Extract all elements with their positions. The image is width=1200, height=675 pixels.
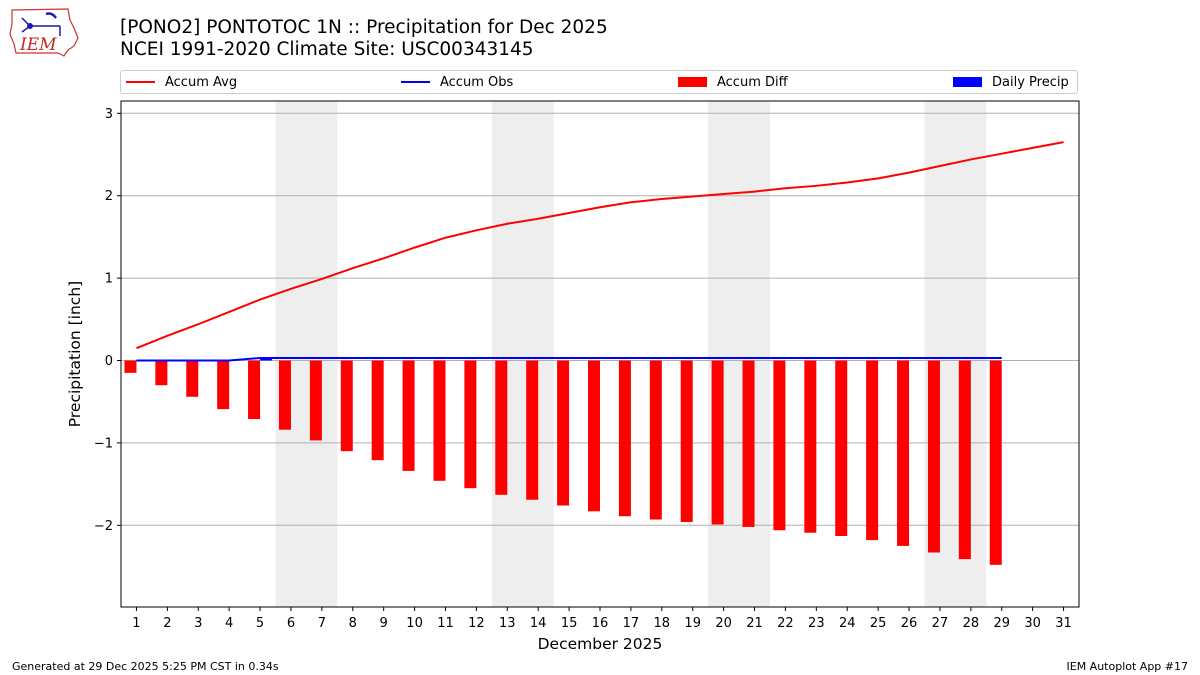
accum-diff-bar: [557, 360, 570, 506]
legend-item-accum-obs: Accum Obs: [401, 71, 513, 93]
accum-diff-bar: [897, 360, 910, 546]
accum-diff-bar: [124, 360, 137, 373]
y-tick-label: 2: [105, 189, 113, 204]
y-tick-label: −2: [94, 519, 113, 534]
footer-app: IEM Autoplot App #17: [1066, 660, 1189, 673]
accum-avg-line: [136, 141, 1064, 350]
legend-label-daily-precip: Daily Precip: [992, 74, 1069, 90]
x-tick-label: 13: [499, 616, 516, 631]
x-tick-label: 11: [437, 616, 454, 631]
accum-diff-bar: [248, 360, 261, 420]
accum-diff-bar: [835, 360, 848, 537]
weekend-shade: [708, 101, 770, 607]
accum-diff-bar: [464, 360, 477, 489]
x-axis-label: December 2025: [538, 635, 663, 653]
chart-title: [PONO2] PONTOTOC 1N :: Precipitation for…: [120, 17, 608, 38]
x-tick-label: 19: [684, 616, 701, 631]
x-tick-label: 25: [870, 616, 887, 631]
x-tick-label: 8: [349, 616, 357, 631]
y-axis-label: Precipitation [inch]: [66, 281, 84, 427]
legend-swatch-daily-precip: [953, 77, 982, 87]
accum-diff-bar: [618, 360, 631, 517]
x-tick-label: 23: [808, 616, 825, 631]
accum-diff-bar: [402, 360, 415, 471]
logo-text: IEM: [19, 35, 57, 55]
y-tick-label: −1: [94, 436, 113, 451]
x-tick-label: 12: [468, 616, 485, 631]
x-tick-label: 18: [654, 616, 671, 631]
accum-diff-bar: [371, 360, 384, 461]
x-tick-label: 5: [256, 616, 264, 631]
accum-diff-bar: [804, 360, 817, 533]
x-tick-label: 21: [746, 616, 763, 631]
chart-subtitle: NCEI 1991-2020 Climate Site: USC00343145: [120, 39, 534, 60]
accum-obs-line: [136, 357, 1002, 362]
x-tick-label: 15: [561, 616, 578, 631]
x-tick-label: 27: [932, 616, 949, 631]
x-tick-label: 16: [592, 616, 609, 631]
x-tick-label: 26: [901, 616, 918, 631]
x-tick-label: 7: [318, 616, 326, 631]
x-tick-label: 30: [1024, 616, 1041, 631]
iem-logo: IEM: [9, 8, 79, 57]
daily-precip-bar: [260, 358, 273, 361]
x-tick-label: 20: [715, 616, 732, 631]
accum-diff-bar: [866, 360, 879, 541]
accum-diff-bar: [155, 360, 168, 386]
legend-swatch-accum-diff: [678, 77, 707, 87]
legend-swatch-accum-obs: [401, 81, 430, 83]
weekend-shade: [275, 101, 338, 607]
x-tick-label: 9: [380, 616, 388, 631]
x-tick-label: 22: [777, 616, 794, 631]
accum-diff-bar: [958, 360, 971, 560]
legend-item-accum-avg: Accum Avg: [126, 71, 237, 93]
accum-diff-bar: [309, 360, 322, 441]
legend-item-accum-diff: Accum Diff: [678, 71, 788, 93]
x-tick-label: 28: [963, 616, 980, 631]
y-tick-label: 0: [105, 354, 113, 369]
accum-diff-bar: [340, 360, 353, 452]
weekend-shade: [491, 101, 554, 607]
x-tick-label: 6: [287, 616, 295, 631]
accum-diff-bar: [186, 360, 199, 397]
x-tick-label: 3: [194, 616, 202, 631]
accum-diff-bar: [526, 360, 539, 500]
legend-label-accum-obs: Accum Obs: [440, 74, 514, 90]
x-tick-label: 29: [993, 616, 1010, 631]
x-tick-label: 1: [132, 616, 140, 631]
legend-swatch-accum-avg: [126, 81, 155, 83]
x-tick-label: 10: [406, 616, 423, 631]
x-tick-label: 31: [1055, 616, 1072, 631]
x-tick-label: 17: [623, 616, 640, 631]
x-tick-label: 24: [839, 616, 856, 631]
x-tick-label: 2: [163, 616, 171, 631]
accum-diff-bar: [278, 360, 291, 430]
legend-label-accum-avg: Accum Avg: [165, 74, 238, 90]
chart-legend: Accum Avg Accum Obs Accum Diff Daily Pre…: [120, 70, 1078, 94]
accum-diff-bar: [742, 360, 755, 527]
y-tick-label: 1: [105, 272, 113, 287]
accum-diff-bar: [433, 360, 446, 481]
x-tick-label: 14: [530, 616, 547, 631]
y-tick-label: 3: [105, 107, 113, 122]
x-tick-label: 4: [225, 616, 233, 631]
accum-diff-bar: [773, 360, 786, 531]
accum-diff-bar: [217, 360, 230, 410]
legend-item-daily-precip: Daily Precip: [953, 71, 1069, 93]
legend-label-accum-diff: Accum Diff: [717, 74, 788, 90]
footer-generated: Generated at 29 Dec 2025 5:25 PM CST in …: [12, 660, 279, 673]
accum-diff-bar: [711, 360, 724, 525]
accum-diff-bar: [989, 360, 1002, 565]
accum-diff-bar: [649, 360, 662, 520]
accum-diff-bar: [495, 360, 508, 495]
accum-diff-bar: [680, 360, 693, 523]
accum-diff-bar: [927, 360, 940, 553]
accum-diff-bar: [588, 360, 600, 512]
